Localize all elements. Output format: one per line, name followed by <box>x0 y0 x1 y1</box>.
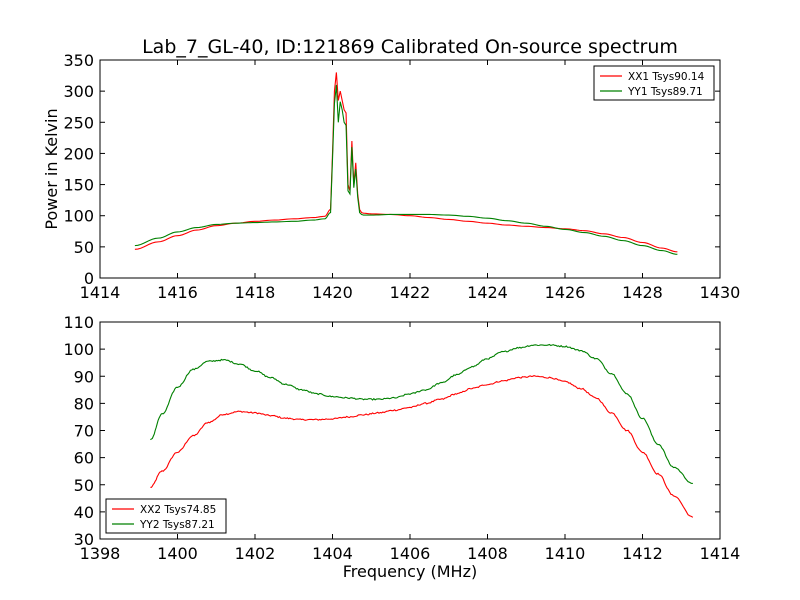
x-tick-label: 1420 <box>312 283 353 302</box>
y-tick-label: 30 <box>74 530 94 549</box>
y-tick-label: 0 <box>84 269 94 288</box>
x-tick-label: 1402 <box>235 544 276 563</box>
y-tick-label: 300 <box>63 82 94 101</box>
series-line-xx2 <box>150 375 694 518</box>
y-tick-label: 150 <box>63 176 94 195</box>
y-tick-label: 90 <box>74 367 94 386</box>
y-tick-label: 350 <box>63 51 94 70</box>
x-tick-label: 1414 <box>80 283 121 302</box>
legend: XX2 Tsys74.85 YY2 Tsys87.21 <box>105 498 227 534</box>
series-line-yy1 <box>134 84 678 255</box>
legend-entry-label: YY1 Tsys89.71 <box>627 86 703 98</box>
x-tick-label: 1410 <box>545 544 586 563</box>
legend-entry-label: YY2 Tsys87.21 <box>139 519 215 531</box>
x-tick-label: 1408 <box>467 544 508 563</box>
y-tick-label: 200 <box>63 144 94 163</box>
legend-box <box>593 65 715 101</box>
x-tick-label: 1426 <box>545 283 586 302</box>
chart-title: Lab_7_GL-40, ID:121869 Calibrated On-sou… <box>142 36 678 58</box>
chart-panel-2: 1398 1400 1402 1404 1406 1408 1410 1412 1414 30 40… <box>63 313 740 581</box>
x-tick-label: 1412 <box>622 544 663 563</box>
x-tick-label: 1416 <box>157 283 198 302</box>
x-tick-label: 1424 <box>467 283 508 302</box>
y-tick-label: 70 <box>74 422 94 441</box>
x-tick-label: 1428 <box>622 283 663 302</box>
legend-entry-label: XX1 Tsys90.14 <box>628 71 705 83</box>
x-tick-label: 1404 <box>312 544 353 563</box>
x-tick-label: 1422 <box>390 283 431 302</box>
x-tick-label: 1406 <box>390 544 431 563</box>
legend-box <box>105 498 227 534</box>
x-tick-label: 1430 <box>700 283 741 302</box>
x-tick-label: 1400 <box>157 544 198 563</box>
y-tick-label: 60 <box>74 449 94 468</box>
y-axis-label: Power in Kelvin <box>42 108 61 229</box>
legend: XX1 Tsys90.14 YY1 Tsys89.71 <box>593 65 715 101</box>
y-tick-label: 250 <box>63 113 94 132</box>
y-tick-label: 80 <box>74 394 94 413</box>
series-line-yy2 <box>150 343 693 484</box>
chart-panel-1: 1414 1416 1418 1420 1422 1424 1426 1428 1430 0 50 1… <box>42 36 740 302</box>
y-tick-label: 50 <box>74 238 94 257</box>
y-tick-label: 100 <box>63 340 94 359</box>
legend-entry-label: XX2 Tsys74.85 <box>140 504 216 516</box>
x-axis-label: Frequency (MHz) <box>343 562 477 581</box>
x-tick-label: 1398 <box>80 544 121 563</box>
y-tick-label: 50 <box>74 476 94 495</box>
y-tick-label: 100 <box>63 207 94 226</box>
y-tick-label: 40 <box>74 503 94 522</box>
x-tick-label: 1414 <box>700 544 741 563</box>
x-tick-label: 1418 <box>235 283 276 302</box>
y-tick-label: 110 <box>63 313 94 332</box>
